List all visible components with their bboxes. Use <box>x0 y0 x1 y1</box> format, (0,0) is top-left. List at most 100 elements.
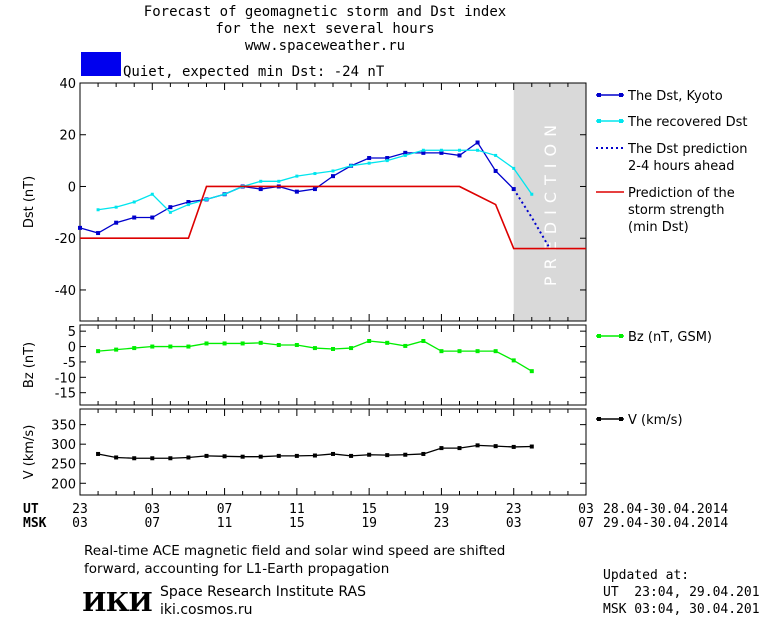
data-point-bz-0 <box>222 341 227 346</box>
y-axis-label: Dst (nT) <box>22 176 37 228</box>
legend-dst-kyoto-marker <box>619 93 623 97</box>
legend-v-text: V (km/s) <box>628 413 683 428</box>
y-tick-label: -20 <box>55 232 76 247</box>
data-point-dst-0 <box>258 187 263 192</box>
y-tick-label: 5 <box>68 325 76 340</box>
x-tick-label-ut: 19 <box>434 502 450 517</box>
data-point-dst-1 <box>331 169 335 173</box>
data-point-dst-1 <box>114 205 118 209</box>
status-text: Quiet, expected min Dst: -24 nT <box>123 64 385 80</box>
prediction-zone-label: PREDICTION <box>541 118 560 286</box>
x-tick-label-ut: 23 <box>72 502 88 517</box>
data-point-dst-1 <box>186 203 190 207</box>
data-point-bz-0 <box>114 347 119 352</box>
legend-recovered-dst-text: The recovered Dst <box>627 115 747 130</box>
data-point-dst-0 <box>493 168 498 173</box>
data-point-dst-1 <box>403 153 407 157</box>
updated-msk: MSK 03:04, 30.04.2014 <box>603 602 760 617</box>
data-point-v-0 <box>439 446 444 451</box>
legend-bz-marker <box>619 334 623 338</box>
data-point-dst-0 <box>403 150 408 155</box>
data-point-dst-1 <box>168 210 172 214</box>
data-point-v-0 <box>511 444 516 449</box>
x-tick-label-ut: 03 <box>578 502 594 517</box>
data-point-bz-0 <box>96 349 101 354</box>
data-point-dst-0 <box>439 150 444 155</box>
data-point-dst-1 <box>530 192 534 196</box>
plot-frame-dst <box>79 82 587 322</box>
org-block: Space Research Institute RAS iki.cosmos.… <box>160 583 366 619</box>
data-point-bz-0 <box>331 347 335 351</box>
y-tick-label: 0 <box>68 341 76 356</box>
data-point-bz-0 <box>367 339 372 343</box>
series-line-dst-0 <box>79 141 515 234</box>
y-tick-label: -40 <box>55 284 76 299</box>
x-axis-ut-label: UT <box>23 502 39 517</box>
series-line-dst-1 <box>97 149 533 214</box>
data-point-bz-0 <box>457 349 462 354</box>
data-point-bz-0 <box>258 340 263 345</box>
data-point-v-0 <box>150 456 155 461</box>
data-point-dst-1 <box>150 192 154 196</box>
x-tick-label-msk: 03 <box>72 516 88 531</box>
data-point-v-0 <box>385 453 390 458</box>
data-point-dst-1 <box>421 148 425 152</box>
data-point-v-0 <box>258 454 263 459</box>
propagation-note-line2: forward, accounting for L1-Earth propaga… <box>84 561 390 577</box>
data-point-dst-1 <box>494 153 498 157</box>
data-point-dst-1 <box>349 164 353 168</box>
chart-title-line2: for the next several hours <box>215 21 435 37</box>
org-site[interactable]: iki.cosmos.ru <box>160 602 253 618</box>
legend-dst-kyoto-marker <box>597 93 601 97</box>
iki-logo: ИКИ <box>82 588 153 618</box>
data-point-v-0 <box>312 453 317 458</box>
data-point-bz-0 <box>186 344 191 349</box>
x-tick-label-msk: 11 <box>217 516 233 531</box>
chart-title-url[interactable]: www.spaceweather.ru <box>244 38 406 54</box>
propagation-note-line1: Real-time ACE magnetic field and solar w… <box>84 543 506 559</box>
legend-v-marker <box>619 417 623 421</box>
data-point-dst-1 <box>385 159 389 163</box>
legend-storm-strength-text: (min Dst) <box>628 220 689 235</box>
data-point-v-0 <box>403 452 408 457</box>
y-tick-label: 300 <box>51 438 76 453</box>
data-point-bz-0 <box>349 346 354 351</box>
data-point-v-0 <box>222 454 227 459</box>
data-point-dst-1 <box>295 174 299 178</box>
series-line-dst-3 <box>80 185 586 250</box>
x-tick-label-ut: 15 <box>361 502 377 517</box>
data-point-dst-1 <box>96 208 100 212</box>
data-point-bz-0 <box>493 349 498 354</box>
data-point-dst-0 <box>132 215 137 220</box>
data-point-dst-1 <box>205 197 208 201</box>
data-point-v-0 <box>421 451 426 456</box>
data-point-bz-0 <box>150 344 155 349</box>
data-point-dst-0 <box>367 156 372 161</box>
data-point-v-0 <box>276 453 281 458</box>
y-axis-label: Bz (nT) <box>22 342 37 388</box>
y-tick-label: -5 <box>63 356 76 371</box>
y-tick-label: -15 <box>55 387 76 402</box>
data-point-v-0 <box>529 444 534 449</box>
org-name: Space Research Institute RAS <box>160 584 366 600</box>
updated-block: Updated at: UT 23:04, 29.04.2014 MSK 03:04… <box>603 567 760 618</box>
data-point-v-0 <box>132 456 137 461</box>
data-point-bz-0 <box>168 344 173 349</box>
x-tick-label-msk: 19 <box>361 516 377 531</box>
data-point-v-0 <box>475 443 480 448</box>
y-tick-label: 40 <box>59 77 76 92</box>
x-axis-msk-range: 29.04-30.04.2014 <box>603 516 728 531</box>
data-point-bz-0 <box>240 341 245 346</box>
data-point-dst-1 <box>512 166 516 170</box>
y-tick-label: 350 <box>51 419 76 434</box>
plot-frame-bz <box>79 324 587 406</box>
legend-dst-kyoto-text: The Dst, Kyoto <box>627 89 723 104</box>
legend-recovered-dst-marker <box>597 119 601 123</box>
data-point-v-0 <box>96 451 101 456</box>
data-point-bz-0 <box>276 343 281 347</box>
legend-recovered-dst-marker <box>619 119 623 123</box>
data-point-dst-1 <box>367 161 371 165</box>
updated-ut: UT 23:04, 29.04.2014 <box>603 585 760 600</box>
x-tick-label-ut: 07 <box>217 502 233 517</box>
legend-bz-text: Bz (nT, GSM) <box>628 330 712 345</box>
